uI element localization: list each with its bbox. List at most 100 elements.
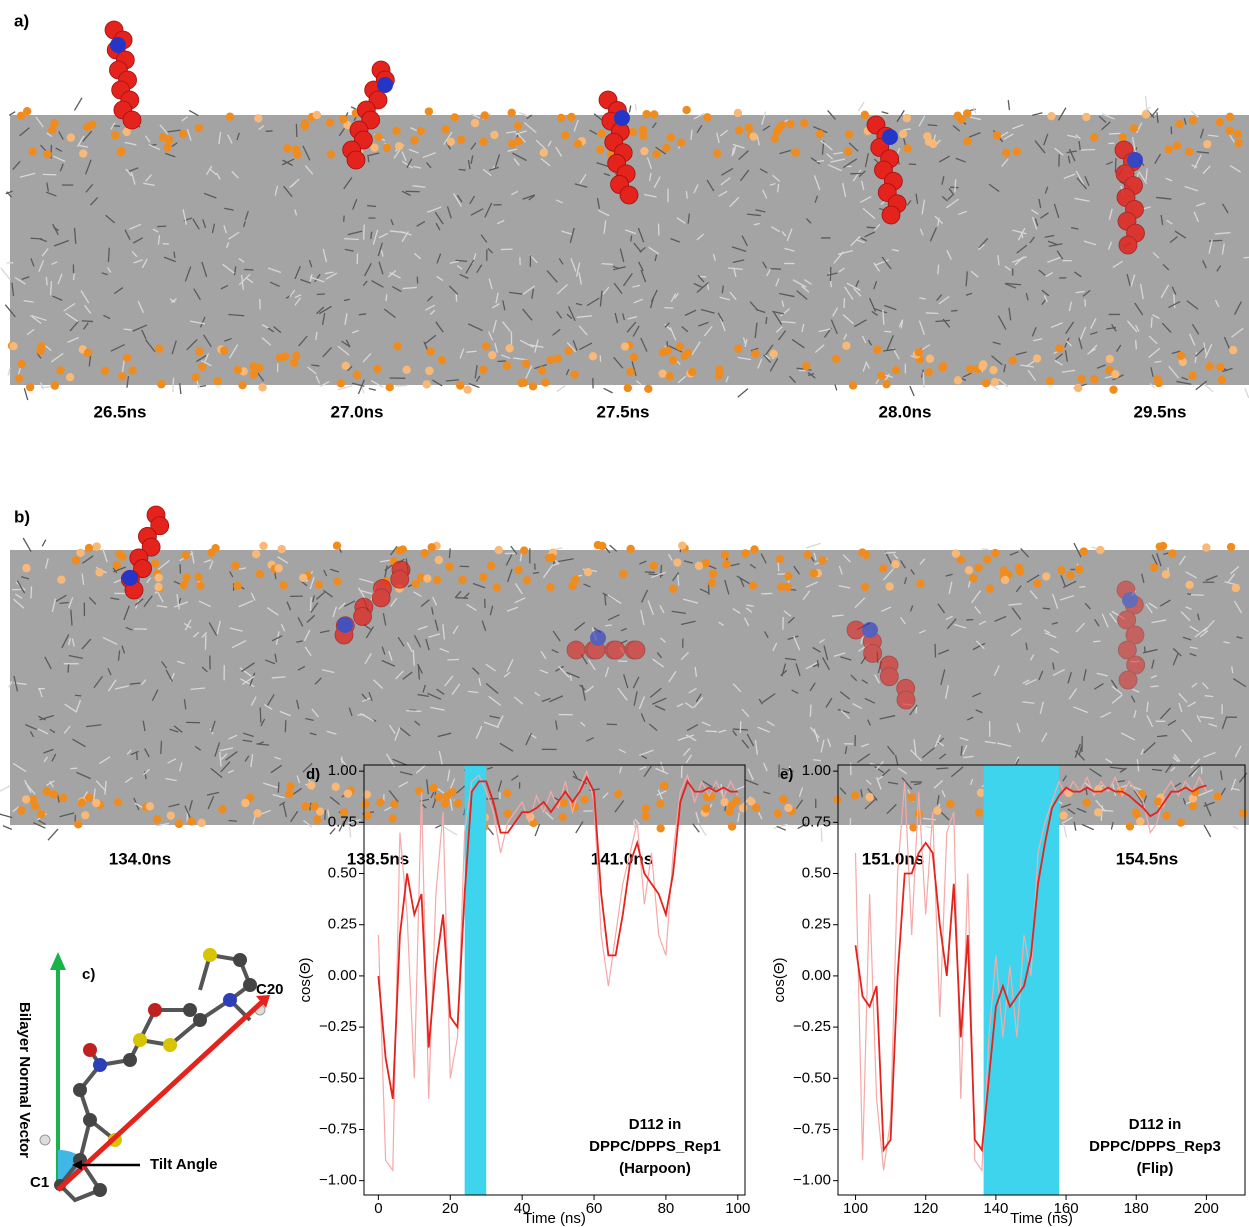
tail <box>509 291 525 295</box>
tail <box>997 742 1012 748</box>
tail <box>171 142 178 147</box>
tail <box>141 258 148 269</box>
tail <box>680 764 683 779</box>
x-tick-label: 120 <box>913 1200 938 1217</box>
tail <box>491 303 500 309</box>
tail <box>225 242 230 249</box>
phosphate <box>844 130 854 139</box>
phosphate <box>83 348 93 358</box>
tail <box>309 274 313 282</box>
tail <box>121 359 126 374</box>
tail <box>439 647 450 653</box>
tail <box>648 723 658 731</box>
tail <box>455 784 467 794</box>
tail <box>277 782 280 793</box>
tail <box>1111 685 1123 695</box>
phosphate <box>494 545 503 555</box>
phosphate <box>924 137 934 146</box>
tail <box>207 795 215 810</box>
x-tick-label: 80 <box>658 1200 675 1217</box>
tail <box>1093 683 1104 690</box>
tail <box>833 151 843 155</box>
tail <box>1203 619 1215 632</box>
tail <box>296 699 300 710</box>
tail <box>935 319 950 323</box>
tail <box>842 182 847 198</box>
tail <box>864 153 869 168</box>
phosphate <box>803 550 813 559</box>
tail <box>179 762 183 772</box>
tail <box>633 298 644 304</box>
tail <box>1064 337 1070 348</box>
tail <box>1185 571 1197 579</box>
tail <box>488 278 493 290</box>
tail <box>1136 122 1143 134</box>
tail <box>364 653 372 665</box>
tail <box>1203 342 1208 357</box>
tail <box>696 282 709 294</box>
phosphate <box>860 582 870 592</box>
tail <box>73 227 77 244</box>
tail <box>266 607 279 616</box>
phosphate <box>734 344 743 353</box>
tail <box>741 708 750 718</box>
tail <box>842 314 854 325</box>
phosphate <box>1188 794 1198 803</box>
tail <box>1061 816 1073 824</box>
tail <box>385 294 388 302</box>
phosphate <box>71 556 81 565</box>
tail <box>370 231 373 240</box>
tail <box>401 160 414 169</box>
phosphate <box>274 564 283 573</box>
tail <box>950 766 964 778</box>
phosphate <box>1096 545 1105 555</box>
atom <box>1125 625 1145 645</box>
tail <box>1130 695 1136 703</box>
phosphate <box>956 115 966 124</box>
tail <box>1083 669 1087 681</box>
tail <box>202 334 212 348</box>
tail <box>942 318 951 328</box>
tail <box>467 159 471 170</box>
phosphate <box>580 795 589 804</box>
tail <box>882 568 895 581</box>
phosphate <box>56 366 65 375</box>
tail <box>514 583 523 595</box>
tail <box>818 328 831 333</box>
tail <box>382 613 387 626</box>
tail <box>762 762 768 772</box>
tail <box>157 235 161 245</box>
tail <box>549 695 564 703</box>
tail <box>489 605 494 616</box>
tail <box>488 331 494 341</box>
tail <box>264 659 276 665</box>
tail <box>1190 594 1204 596</box>
tail <box>601 263 613 266</box>
phosphate <box>174 819 184 829</box>
x-tick-label: 20 <box>442 1200 459 1217</box>
phosphate <box>1082 112 1091 122</box>
panel-label: b) <box>14 507 30 526</box>
tail <box>283 185 293 198</box>
phosphate <box>777 582 786 592</box>
phosphate <box>1015 567 1025 576</box>
tail <box>76 771 91 780</box>
phosphate <box>644 384 653 394</box>
tail <box>619 248 625 263</box>
tail <box>569 227 575 243</box>
phosphate <box>429 783 438 793</box>
tail <box>937 264 940 275</box>
phosphate <box>628 127 637 137</box>
tail <box>1106 326 1117 330</box>
tail <box>1172 652 1180 666</box>
phosphate <box>426 347 435 356</box>
phosphate <box>649 561 658 571</box>
tail <box>329 827 336 835</box>
tail <box>422 684 426 693</box>
tail <box>337 345 350 356</box>
tail <box>206 791 220 796</box>
tail <box>941 176 945 185</box>
tail <box>89 197 99 206</box>
tail <box>430 791 435 799</box>
tail <box>452 625 459 635</box>
